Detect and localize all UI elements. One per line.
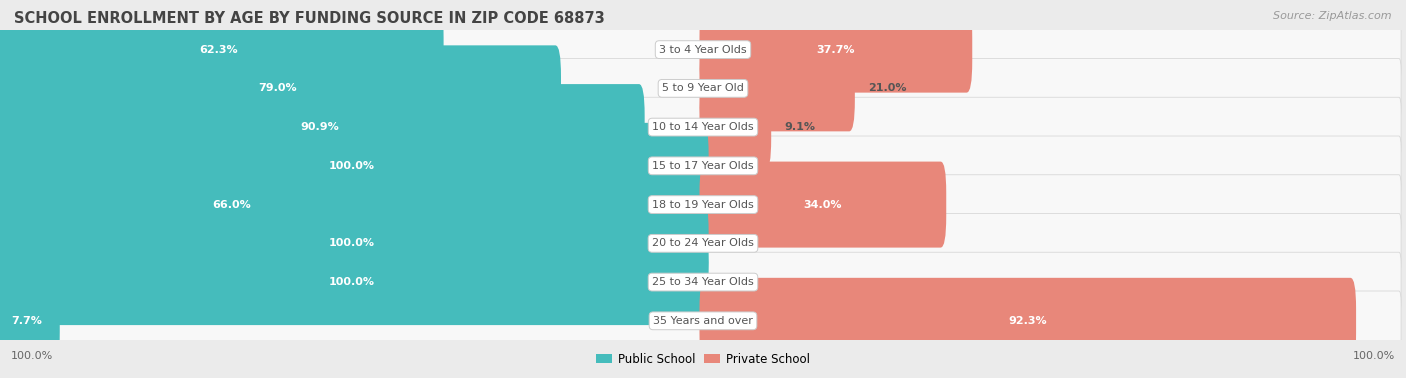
FancyBboxPatch shape <box>0 123 709 209</box>
Text: 100.0%: 100.0% <box>1353 351 1395 361</box>
Text: 35 Years and over: 35 Years and over <box>652 316 754 326</box>
FancyBboxPatch shape <box>6 291 1400 351</box>
Text: 0.0%: 0.0% <box>721 277 751 287</box>
Text: 90.9%: 90.9% <box>299 122 339 132</box>
Text: 25 to 34 Year Olds: 25 to 34 Year Olds <box>652 277 754 287</box>
Text: 7.7%: 7.7% <box>11 316 42 326</box>
Text: 15 to 17 Year Olds: 15 to 17 Year Olds <box>652 161 754 171</box>
FancyBboxPatch shape <box>0 278 59 364</box>
FancyBboxPatch shape <box>0 239 709 325</box>
FancyBboxPatch shape <box>700 84 772 170</box>
Text: 66.0%: 66.0% <box>212 200 252 209</box>
Text: 92.3%: 92.3% <box>1008 316 1046 326</box>
Legend: Public School, Private School: Public School, Private School <box>592 348 814 370</box>
FancyBboxPatch shape <box>6 20 1400 79</box>
Text: 34.0%: 34.0% <box>803 200 842 209</box>
FancyBboxPatch shape <box>700 6 973 93</box>
FancyBboxPatch shape <box>0 45 561 132</box>
Text: 100.0%: 100.0% <box>329 239 374 248</box>
Text: 100.0%: 100.0% <box>329 277 374 287</box>
Text: SCHOOL ENROLLMENT BY AGE BY FUNDING SOURCE IN ZIP CODE 68873: SCHOOL ENROLLMENT BY AGE BY FUNDING SOUR… <box>14 11 605 26</box>
Text: 0.0%: 0.0% <box>721 239 751 248</box>
FancyBboxPatch shape <box>6 97 1400 157</box>
Text: 0.0%: 0.0% <box>721 161 751 171</box>
FancyBboxPatch shape <box>6 252 1400 312</box>
Text: 100.0%: 100.0% <box>329 161 374 171</box>
Text: 10 to 14 Year Olds: 10 to 14 Year Olds <box>652 122 754 132</box>
FancyBboxPatch shape <box>6 214 1400 273</box>
Text: 37.7%: 37.7% <box>817 45 855 54</box>
FancyBboxPatch shape <box>0 6 444 93</box>
Text: 9.1%: 9.1% <box>785 122 815 132</box>
FancyBboxPatch shape <box>6 175 1400 234</box>
FancyBboxPatch shape <box>6 136 1400 196</box>
FancyBboxPatch shape <box>6 59 1400 118</box>
Text: 79.0%: 79.0% <box>259 84 297 93</box>
Text: 18 to 19 Year Olds: 18 to 19 Year Olds <box>652 200 754 209</box>
Text: 100.0%: 100.0% <box>11 351 53 361</box>
FancyBboxPatch shape <box>0 200 709 287</box>
FancyBboxPatch shape <box>700 45 855 132</box>
FancyBboxPatch shape <box>0 84 645 170</box>
FancyBboxPatch shape <box>0 161 470 248</box>
Text: 5 to 9 Year Old: 5 to 9 Year Old <box>662 84 744 93</box>
Text: 20 to 24 Year Olds: 20 to 24 Year Olds <box>652 239 754 248</box>
Text: 62.3%: 62.3% <box>200 45 238 54</box>
FancyBboxPatch shape <box>700 161 946 248</box>
FancyBboxPatch shape <box>700 278 1355 364</box>
Text: 3 to 4 Year Olds: 3 to 4 Year Olds <box>659 45 747 54</box>
Text: 21.0%: 21.0% <box>869 84 907 93</box>
Text: Source: ZipAtlas.com: Source: ZipAtlas.com <box>1274 11 1392 21</box>
